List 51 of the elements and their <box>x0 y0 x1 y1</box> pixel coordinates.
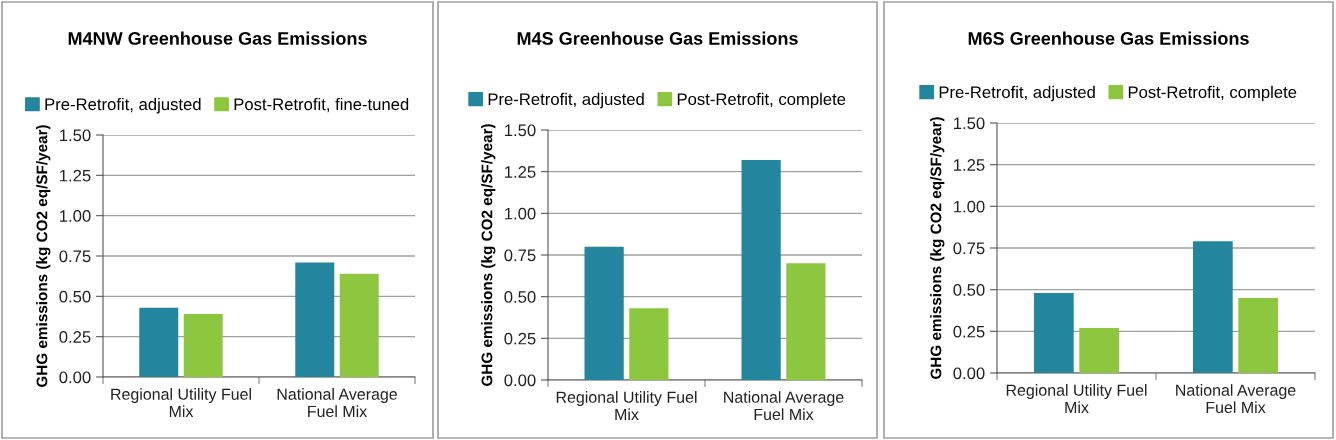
bar <box>1033 293 1074 373</box>
legend-label: Post-Retrofit, complete <box>677 92 846 109</box>
x-tick-label: Regional Utility Fuel Mix <box>111 388 251 417</box>
y-tick-label: 1.25 <box>505 166 536 178</box>
bar <box>786 263 826 380</box>
bar <box>295 262 335 377</box>
y-tick-label: 1.00 <box>954 200 985 213</box>
legend-label: Pre-Retrofit, adjusted <box>939 85 1095 102</box>
chart-title: M4S Greenhouse Gas Emissions <box>517 31 798 45</box>
y-tick-label: 1.50 <box>954 117 985 130</box>
legend-label: Post-Retrofit, fine-tuned <box>234 97 409 113</box>
x-tick-label: Regional Utility Fuel Mix <box>556 391 697 420</box>
x-tick-label: National Average Fuel Mix <box>724 391 844 421</box>
y-tick-label: 0.25 <box>59 331 91 343</box>
bar <box>741 160 781 380</box>
bar <box>139 307 179 377</box>
y-tick-label: 0.25 <box>953 325 985 338</box>
legend-label: Pre-Retrofit, adjusted <box>488 92 644 109</box>
legend-label: Post-Retrofit, complete <box>1128 85 1297 102</box>
y-tick-label: 1.50 <box>505 124 536 137</box>
y-tick-label: 0.00 <box>953 367 985 380</box>
y-tick-label: 1.50 <box>60 129 91 142</box>
chart-title: M4NW Greenhouse Gas Emissions <box>68 31 367 45</box>
y-tick-label: 0.75 <box>953 242 985 255</box>
bar <box>1192 241 1233 373</box>
bar <box>1079 328 1120 373</box>
y-tick-label: 0.75 <box>59 250 91 263</box>
y-tick-label: 0.25 <box>504 332 536 345</box>
y-axis-title: GHG emissions (kg CO2 eq/SF/year) <box>36 125 51 387</box>
legend-label: Pre-Retrofit, adjusted <box>45 97 201 114</box>
x-tick-label: National Average Fuel Mix <box>1176 384 1296 414</box>
chart-title: M6S Greenhouse Gas Emissions <box>968 31 1249 45</box>
y-axis-title: GHG emissions (kg CO2 eq/SF/year) <box>930 117 945 379</box>
y-tick-label: 0.50 <box>953 284 985 296</box>
y-tick-label: 1.00 <box>505 207 536 220</box>
bar <box>183 314 223 377</box>
y-tick-label: 0.75 <box>504 249 536 262</box>
bar <box>584 246 624 380</box>
y-tick-label: 0.00 <box>504 374 536 387</box>
y-tick-label: 1.00 <box>60 210 91 222</box>
y-axis-title: GHG emissions (kg CO2 eq/SF/year) <box>481 124 496 386</box>
x-tick-label: Regional Utility Fuel Mix <box>1006 384 1147 413</box>
bar <box>629 308 669 380</box>
y-tick-label: 0.50 <box>504 291 536 303</box>
y-tick-label: 1.25 <box>954 159 985 171</box>
bar <box>339 273 379 377</box>
y-tick-label: 0.50 <box>59 290 91 303</box>
bar <box>1238 298 1279 373</box>
y-tick-label: 1.25 <box>60 169 91 182</box>
x-tick-label: National Average Fuel Mix <box>277 388 397 418</box>
y-tick-label: 0.00 <box>59 371 91 384</box>
